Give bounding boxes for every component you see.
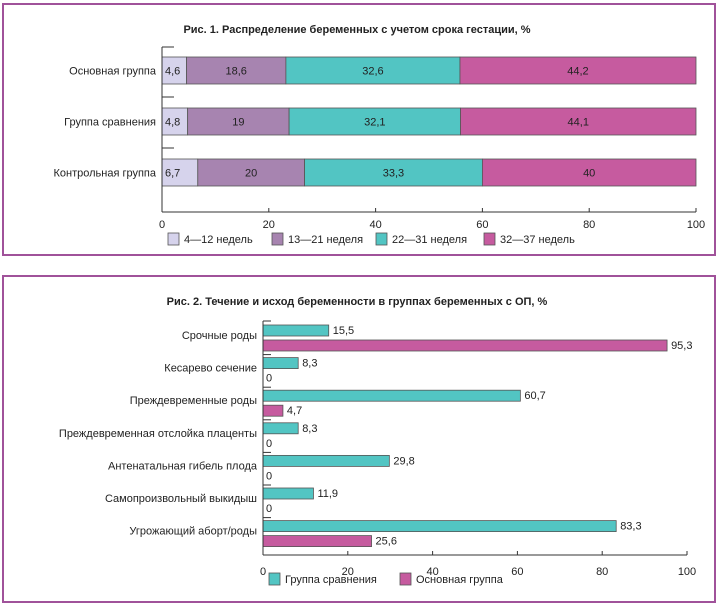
category-label: Преждевременная отслойка плаценты bbox=[59, 428, 257, 440]
bar bbox=[262, 389, 521, 402]
bar bbox=[262, 324, 330, 337]
category-label: Преждевременные роды bbox=[130, 395, 257, 407]
legend-swatch bbox=[399, 572, 412, 586]
data-label: 44,2 bbox=[567, 66, 588, 78]
x-tick-label: 20 bbox=[263, 219, 275, 231]
data-label: 4,8 bbox=[165, 117, 180, 129]
legend-label: 13—21 неделя bbox=[288, 234, 363, 246]
legend-label: 32—37 недель bbox=[500, 234, 575, 246]
bar-segment bbox=[187, 107, 290, 136]
x-tick-label: 60 bbox=[511, 566, 523, 578]
x-tick-label: 0 bbox=[260, 566, 266, 578]
x-tick-label: 60 bbox=[476, 219, 488, 231]
data-label: 0 bbox=[266, 373, 272, 385]
x-tick-label: 20 bbox=[342, 566, 354, 578]
data-label: 11,9 bbox=[317, 488, 338, 500]
legend-label: Основная группа bbox=[416, 574, 504, 586]
x-tick-label: 80 bbox=[596, 566, 608, 578]
data-label: 0 bbox=[266, 503, 272, 515]
bar bbox=[262, 535, 372, 548]
data-label: 18,6 bbox=[226, 66, 247, 78]
legend-label: Группа сравнения bbox=[285, 574, 377, 586]
figure-1-chart: Рис. 1. Распределение беременных с учето… bbox=[53, 24, 705, 246]
chart-title: Рис. 2. Течение и исход беременности в г… bbox=[167, 296, 548, 308]
bar-segment bbox=[197, 158, 305, 187]
data-label: 83,3 bbox=[620, 521, 641, 533]
bar-segment bbox=[285, 56, 461, 85]
legend-swatch bbox=[167, 232, 180, 246]
legend-label: 22—31 неделя bbox=[392, 234, 467, 246]
data-label: 44,1 bbox=[568, 117, 589, 129]
data-label: 0 bbox=[266, 438, 272, 450]
bar-segment bbox=[460, 107, 697, 136]
data-label: 15,5 bbox=[333, 325, 354, 337]
x-tick-label: 100 bbox=[678, 566, 696, 578]
data-label: 8,3 bbox=[302, 358, 317, 370]
category-label: Антенатальная гибель плода bbox=[108, 460, 258, 472]
data-label: 95,3 bbox=[671, 340, 692, 352]
legend-label: 4—12 недель bbox=[184, 234, 253, 246]
data-label: 8,3 bbox=[302, 423, 317, 435]
data-label: 33,3 bbox=[383, 168, 404, 180]
category-label: Контрольная группа bbox=[53, 168, 156, 180]
figure-2-panel: Рис. 2. Течение и исход беременности в г… bbox=[2, 275, 716, 603]
data-label: 6,7 bbox=[165, 168, 180, 180]
data-label: 29,8 bbox=[393, 455, 414, 467]
legend-swatch bbox=[271, 232, 284, 246]
data-label: 4,7 bbox=[287, 405, 302, 417]
bar bbox=[262, 339, 668, 352]
bar bbox=[262, 454, 390, 467]
bar-segment bbox=[459, 56, 697, 85]
data-label: 40 bbox=[583, 168, 595, 180]
x-tick-label: 40 bbox=[369, 219, 381, 231]
x-tick-label: 40 bbox=[426, 566, 438, 578]
category-label: Основная группа bbox=[69, 66, 157, 78]
x-tick-label: 0 bbox=[159, 219, 165, 231]
category-label: Угрожающий аборт/роды bbox=[129, 526, 257, 538]
bar bbox=[262, 357, 299, 369]
bar-segment bbox=[288, 107, 461, 136]
data-label: 19 bbox=[232, 117, 244, 129]
bar-segment bbox=[161, 107, 189, 136]
data-label: 4,6 bbox=[165, 66, 180, 78]
category-label: Срочные роды bbox=[182, 330, 257, 342]
category-label: Самопроизвольный выкидыш bbox=[105, 493, 257, 505]
data-label: 32,1 bbox=[364, 117, 385, 129]
bar bbox=[262, 404, 284, 417]
x-tick-label: 80 bbox=[583, 219, 595, 231]
category-label: Группа сравнения bbox=[64, 117, 156, 129]
figure-1-panel: Рис. 1. Распределение беременных с учето… bbox=[2, 3, 716, 256]
bar bbox=[262, 422, 299, 435]
x-tick-label: 100 bbox=[687, 219, 705, 231]
bar bbox=[262, 487, 314, 500]
data-label: 0 bbox=[266, 470, 272, 482]
bar bbox=[262, 520, 617, 533]
bar-segment bbox=[481, 158, 697, 187]
data-label: 60,7 bbox=[524, 390, 545, 402]
category-label: Кесарево сечение bbox=[164, 363, 257, 375]
bar-segment bbox=[186, 56, 287, 85]
legend-swatch bbox=[375, 232, 388, 246]
data-label: 20 bbox=[245, 168, 257, 180]
chart-title: Рис. 1. Распределение беременных с учето… bbox=[183, 24, 530, 36]
figure-2-chart: Рис. 2. Течение и исход беременности в г… bbox=[59, 296, 696, 586]
data-label: 25,6 bbox=[376, 536, 397, 548]
data-label: 32,6 bbox=[362, 66, 383, 78]
legend-swatch bbox=[268, 572, 281, 586]
legend-swatch bbox=[483, 232, 496, 246]
